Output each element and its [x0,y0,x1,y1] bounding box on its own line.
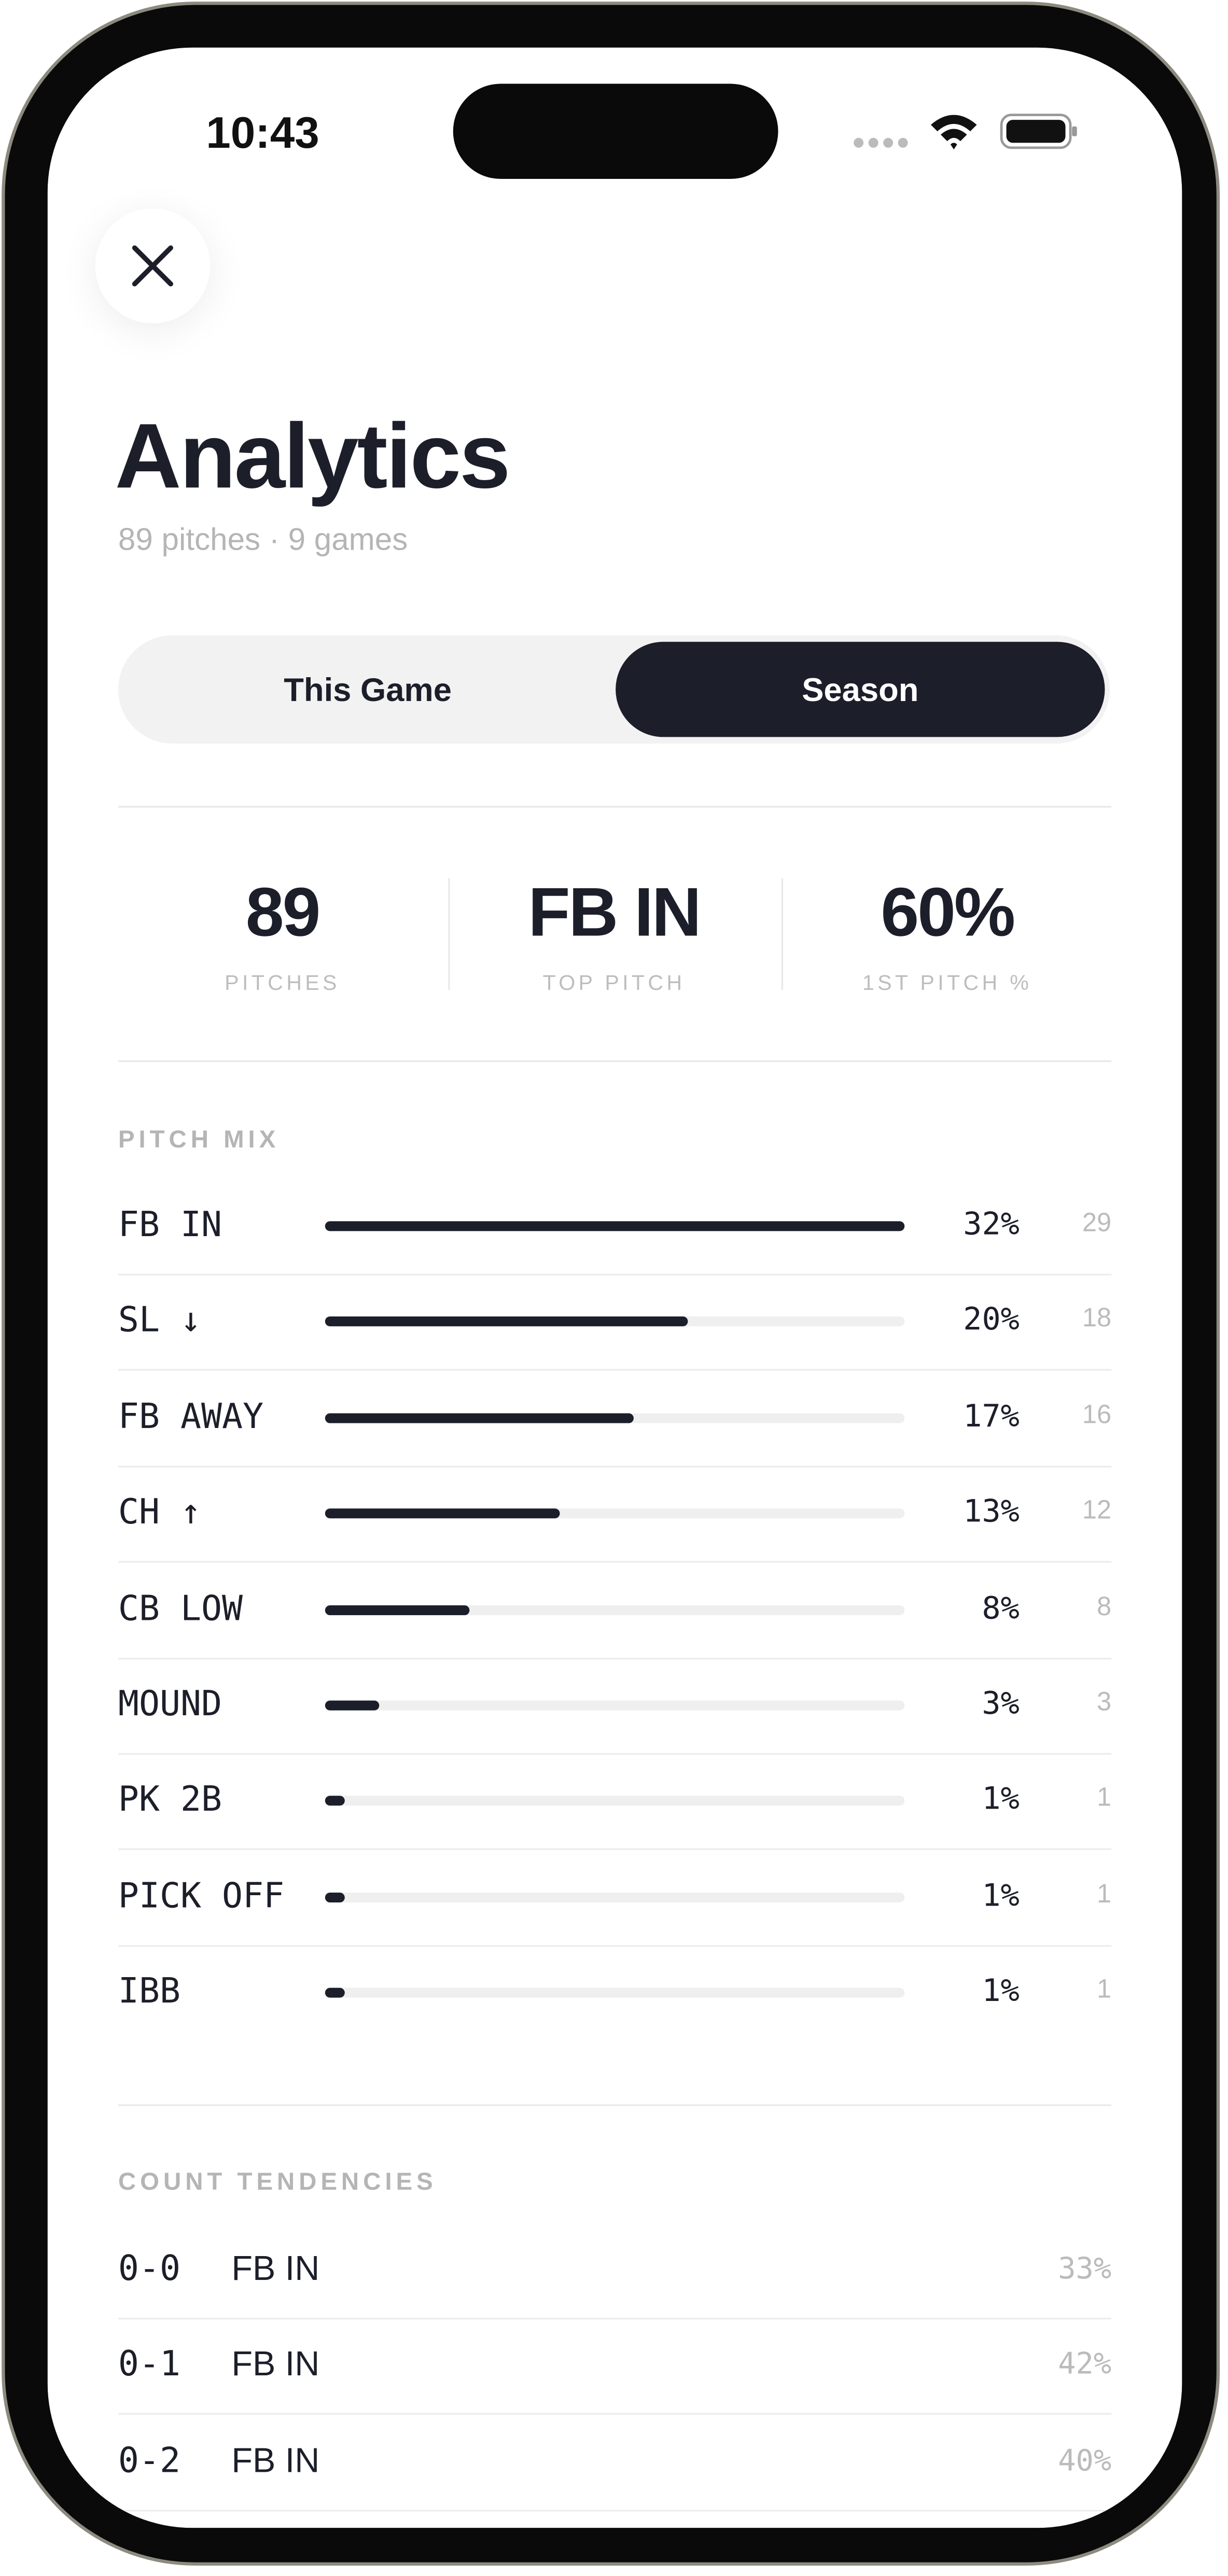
row-separator [118,1657,1112,1659]
count-percent: 40% [1058,2444,1112,2479]
divider [118,1060,1112,1062]
bar-track [325,1700,905,1711]
bar [325,1317,688,1327]
divider [118,2104,1112,2106]
pitch-name: PICK OFF [118,1875,285,1915]
row-separator [118,2317,1112,2320]
count-pitch: FB IN [231,2442,320,2480]
pitch-percent: 1% [982,1782,1020,1818]
segment-label: Season [802,673,919,709]
pitch-name: MOUND [118,1684,222,1724]
divider [118,806,1112,808]
count-pitch: FB IN [231,2250,320,2288]
row-separator [118,2413,1112,2415]
pitch-percent: 32% [963,1206,1020,1243]
pitch-name: FB AWAY [118,1396,264,1436]
content: 10:43 Analytics 89 pitches · 9 games Thi… [48,48,1182,2528]
row-separator [118,1273,1112,1276]
screen: 10:43 Analytics 89 pitches · 9 games Thi… [47,47,1182,2528]
pitch-percent: 8% [982,1590,1020,1626]
pitch-count: 16 [1082,1401,1112,1430]
bar [325,1508,561,1519]
pitch-count: 18 [1082,1305,1112,1334]
pitch-percent: 1% [982,1877,1020,1914]
pitch-count: 1 [1096,1977,1112,2005]
count-percent: 33% [1058,2252,1112,2287]
pitch-percent: 20% [963,1302,1020,1339]
dynamic-island [453,83,778,179]
segmented-control: This Game Season [118,635,1110,744]
pitch-percent: 1% [982,1973,1020,2010]
count: 0-2 [118,2440,181,2480]
row-separator [118,2509,1112,2511]
pitch-count: 8 [1096,1593,1112,1621]
bar [325,1700,380,1711]
count: 0-0 [118,2249,181,2288]
bar-track [325,1892,905,1902]
bar [325,1221,905,1231]
section-title: PITCH MIX [118,1126,280,1154]
count-percent: 42% [1058,2348,1112,2383]
bar [325,1604,470,1615]
pitch-name: SL ↓ [118,1300,202,1340]
count: 0-1 [118,2344,181,2384]
stat-value: FB IN [528,873,701,950]
pitch-name: PK 2B [118,1780,222,1819]
stat-label: TOP PITCH [542,970,686,995]
row-separator [118,1944,1112,1947]
subtitle: 89 pitches · 9 games [118,523,408,558]
pitch-name: CH ↑ [118,1492,202,1532]
bar-track [325,1604,905,1615]
pitch-percent: 17% [963,1398,1020,1435]
count-pitch: FB IN [231,2346,320,2384]
stat-label: 1ST PITCH % [862,970,1032,995]
page-title: Analytics [115,403,511,508]
bar-track [325,1988,905,1998]
bar [325,1796,345,1807]
bar [325,1892,345,1902]
pitch-name: FB IN [118,1205,222,1244]
bar [325,1413,633,1423]
pitch-count: 1 [1096,1785,1112,1813]
segment[interactable]: This Game [125,642,611,737]
divider [781,878,784,990]
row-separator [118,1369,1112,1371]
pitch-count: 3 [1096,1689,1112,1717]
row-separator [118,1849,1112,1851]
stat-value: 60% [881,873,1015,950]
status-icons [854,114,1077,150]
pitch-percent: 13% [963,1494,1020,1531]
row-separator [118,1753,1112,1755]
pitch-percent: 3% [982,1686,1020,1722]
divider [448,878,450,990]
section-title: COUNT TENDENCIES [118,2168,437,2196]
bar [325,1988,345,1998]
segment-label: This Game [284,673,452,709]
segment[interactable]: Season [616,641,1105,737]
pitch-count: 12 [1082,1497,1112,1525]
status-time: 10:43 [206,108,319,158]
row-separator [118,1465,1112,1467]
pitch-name: CB LOW [118,1588,243,1628]
row-separator [118,1561,1112,1563]
close-button[interactable] [95,208,211,324]
pitch-name: IBB [118,1971,181,2011]
pitch-count: 29 [1082,1210,1112,1238]
bar-track [325,1796,905,1807]
pitch-count: 1 [1096,1881,1112,1909]
stat-label: PITCHES [225,970,340,995]
stat-value: 89 [245,873,321,950]
